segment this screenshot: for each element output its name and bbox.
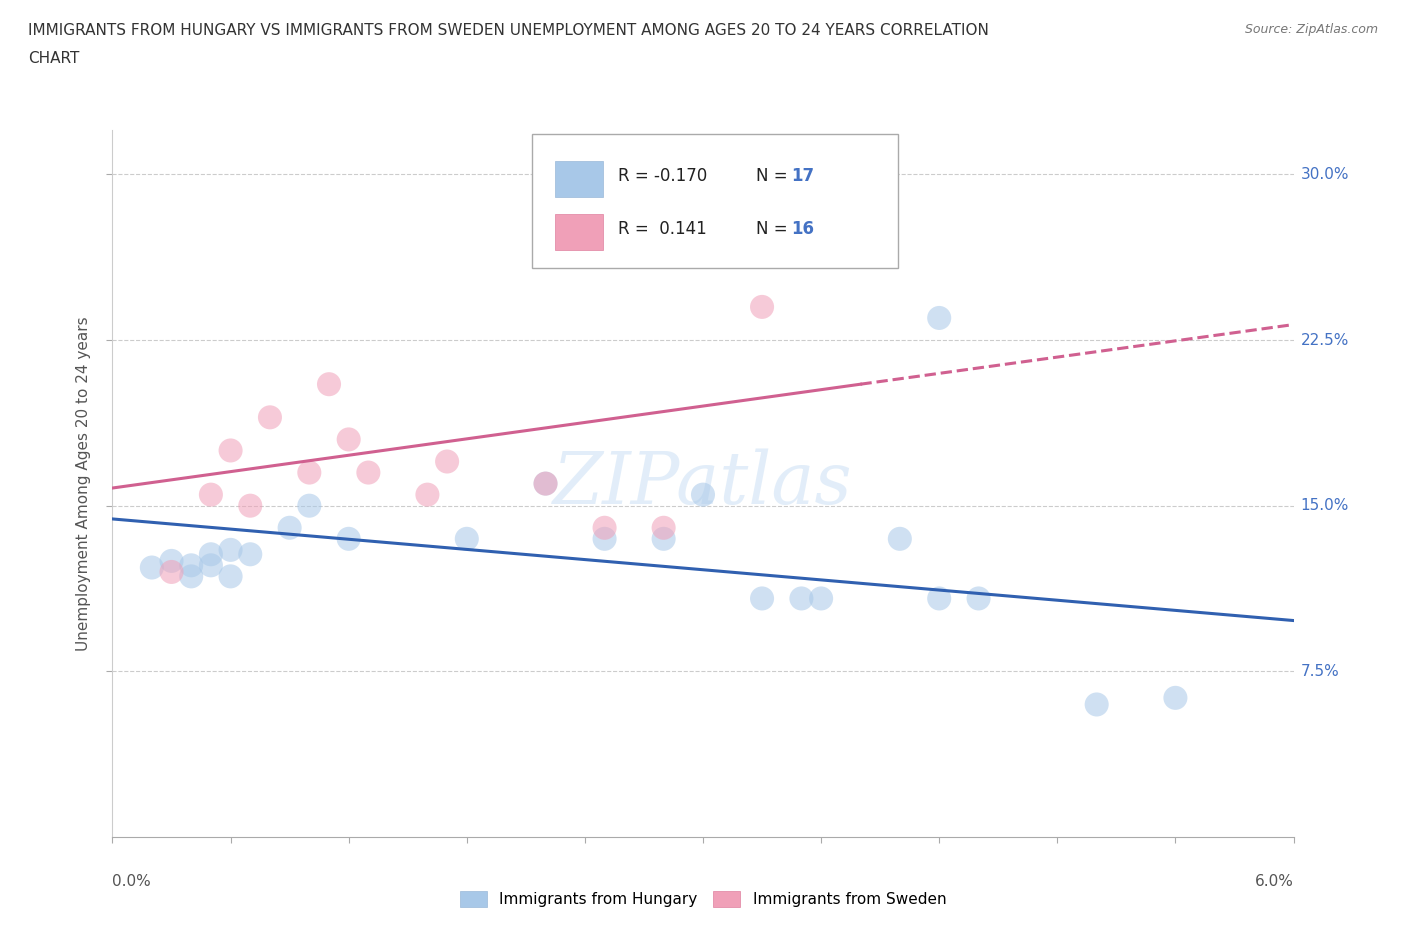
Point [141, 560, 163, 575]
Point [751, 299, 773, 314]
Point [1085, 698, 1108, 712]
Text: 7.5%: 7.5% [1301, 664, 1340, 679]
Point [928, 591, 950, 606]
Point [652, 521, 675, 536]
Point [278, 521, 301, 536]
Point [456, 531, 478, 546]
Point [790, 189, 813, 204]
Text: Source: ZipAtlas.com: Source: ZipAtlas.com [1244, 23, 1378, 36]
Point [318, 377, 340, 392]
Point [534, 476, 557, 491]
Point [416, 487, 439, 502]
Text: 0.0%: 0.0% [112, 874, 152, 889]
FancyBboxPatch shape [555, 161, 603, 197]
Point [219, 443, 242, 458]
Point [928, 311, 950, 325]
Point [259, 410, 281, 425]
Point [219, 542, 242, 557]
Text: 6.0%: 6.0% [1254, 874, 1294, 889]
Text: ZIPatlas: ZIPatlas [553, 448, 853, 519]
Point [219, 569, 242, 584]
FancyBboxPatch shape [555, 214, 603, 250]
Text: IMMIGRANTS FROM HUNGARY VS IMMIGRANTS FROM SWEDEN UNEMPLOYMENT AMONG AGES 20 TO : IMMIGRANTS FROM HUNGARY VS IMMIGRANTS FR… [28, 23, 988, 38]
Point [534, 476, 557, 491]
Point [180, 558, 202, 573]
Point [298, 465, 321, 480]
Point [160, 553, 183, 568]
Point [593, 531, 616, 546]
Point [436, 454, 458, 469]
Text: 17: 17 [792, 167, 814, 185]
Text: N =: N = [756, 220, 793, 238]
Point [239, 498, 262, 513]
Legend: Immigrants from Hungary, Immigrants from Sweden: Immigrants from Hungary, Immigrants from… [454, 884, 952, 913]
Point [337, 432, 360, 447]
Point [200, 547, 222, 562]
Point [889, 531, 911, 546]
Text: CHART: CHART [28, 51, 80, 66]
Text: 15.0%: 15.0% [1301, 498, 1348, 513]
Text: R =  0.141: R = 0.141 [619, 220, 707, 238]
Point [180, 569, 202, 584]
Text: N =: N = [756, 167, 793, 185]
Point [357, 465, 380, 480]
Point [298, 498, 321, 513]
Point [239, 547, 262, 562]
Point [652, 531, 675, 546]
Point [967, 591, 990, 606]
Text: 30.0%: 30.0% [1301, 166, 1348, 182]
FancyBboxPatch shape [531, 134, 898, 268]
Point [790, 591, 813, 606]
Point [1164, 690, 1187, 705]
Point [692, 487, 714, 502]
Point [593, 521, 616, 536]
Point [200, 558, 222, 573]
Y-axis label: Unemployment Among Ages 20 to 24 years: Unemployment Among Ages 20 to 24 years [76, 316, 91, 651]
Point [810, 591, 832, 606]
Point [160, 565, 183, 579]
Text: R = -0.170: R = -0.170 [619, 167, 707, 185]
Point [751, 591, 773, 606]
Point [337, 531, 360, 546]
Text: 22.5%: 22.5% [1301, 333, 1348, 348]
Text: 16: 16 [792, 220, 814, 238]
Point [200, 487, 222, 502]
